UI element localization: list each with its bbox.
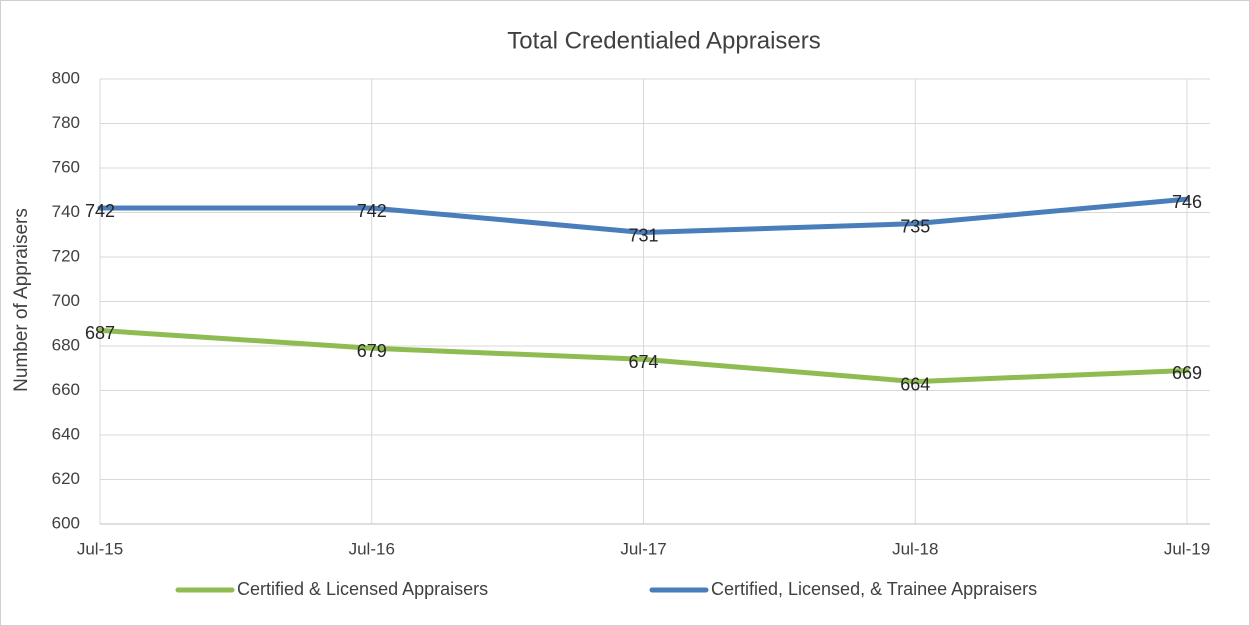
y-tick-label: 700 xyxy=(52,291,80,310)
y-tick-label: 660 xyxy=(52,380,80,399)
data-label: 674 xyxy=(628,352,658,372)
y-tick-label: 600 xyxy=(52,513,80,532)
y-axis-label: Number of Appraisers xyxy=(11,208,32,392)
data-label: 731 xyxy=(628,225,658,245)
y-tick-label: 760 xyxy=(52,157,80,176)
series-line xyxy=(97,327,1190,385)
legend-label: Certified, Licensed, & Trainee Appraiser… xyxy=(711,579,1037,599)
series-line xyxy=(97,196,1190,236)
data-label: 742 xyxy=(85,201,115,221)
data-label: 664 xyxy=(900,374,930,394)
y-tick-label: 720 xyxy=(52,246,80,265)
data-label: 679 xyxy=(357,341,387,361)
y-tick-label: 680 xyxy=(52,335,80,354)
x-tick-label: Jul-16 xyxy=(349,539,395,558)
data-label: 742 xyxy=(357,201,387,221)
x-tick-label: Jul-18 xyxy=(892,539,938,558)
data-label: 735 xyxy=(900,216,930,236)
data-label: 687 xyxy=(85,323,115,343)
x-tick-label: Jul-15 xyxy=(77,539,123,558)
y-tick-label: 640 xyxy=(52,424,80,443)
y-tick-label: 800 xyxy=(52,68,80,87)
chart-title: Total Credentialed Appraisers xyxy=(507,27,821,54)
x-tick-label: Jul-17 xyxy=(620,539,666,558)
y-tick-label: 620 xyxy=(52,469,80,488)
y-tick-label: 740 xyxy=(52,202,80,221)
x-tick-label: Jul-19 xyxy=(1164,539,1210,558)
legend-label: Certified & Licensed Appraisers xyxy=(237,579,488,599)
data-label: 746 xyxy=(1172,192,1202,212)
data-label: 669 xyxy=(1172,363,1202,383)
y-tick-label: 780 xyxy=(52,113,80,132)
